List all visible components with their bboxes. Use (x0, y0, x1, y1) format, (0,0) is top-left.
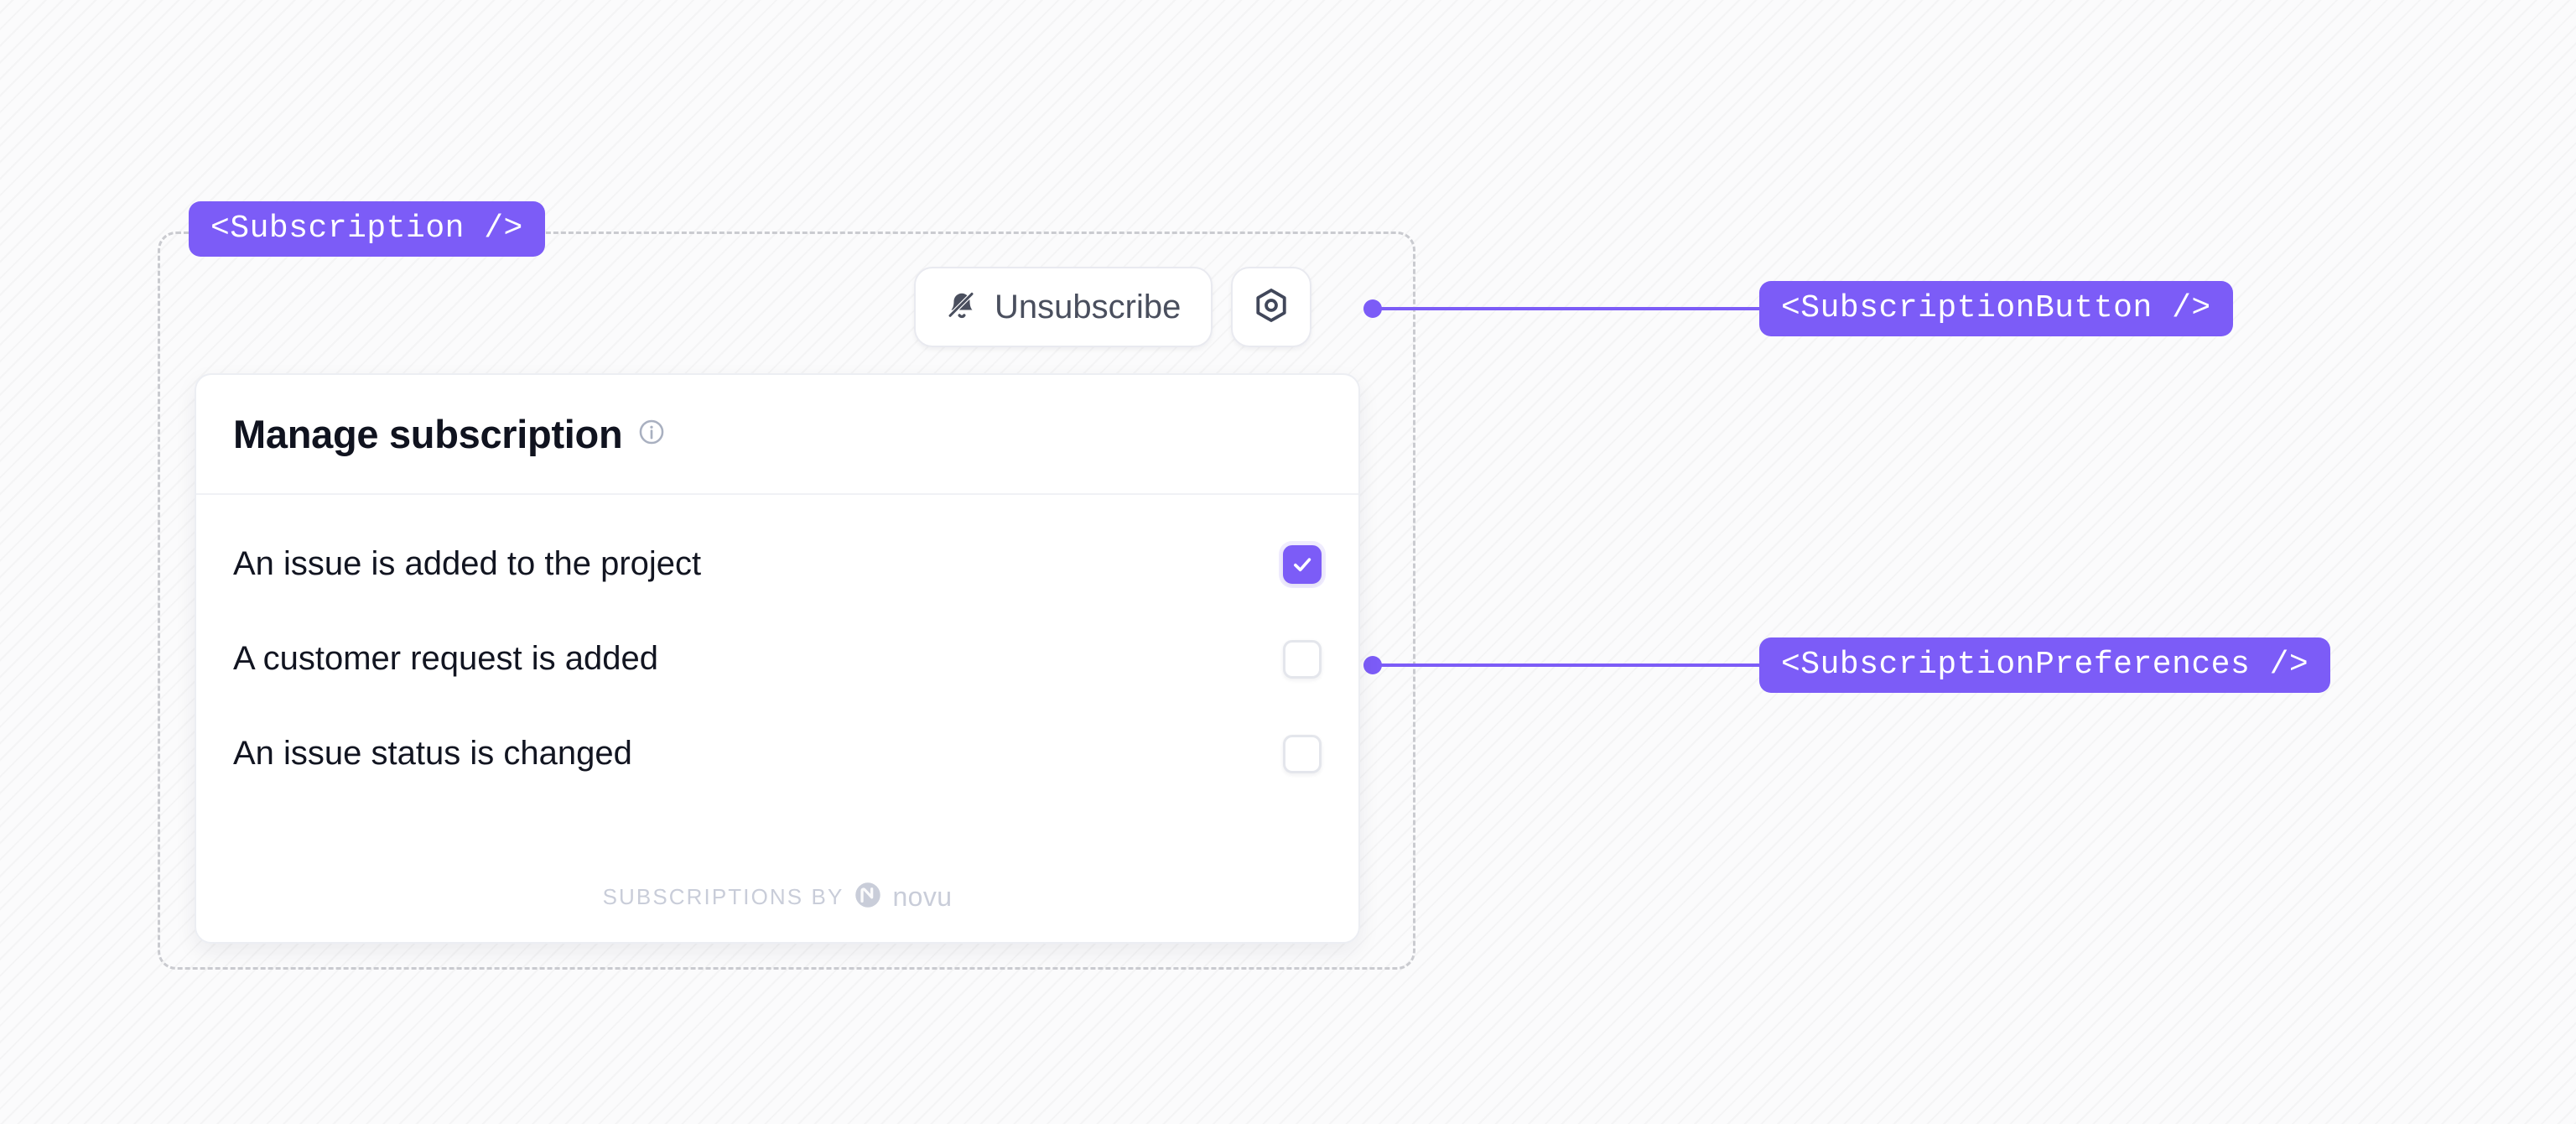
preference-label: A customer request is added (233, 640, 658, 677)
tag-subscription-preferences: <SubscriptionPreferences /> (1759, 637, 2331, 693)
connector-line-subscription-preferences (1373, 663, 1767, 667)
preference-checkbox[interactable] (1283, 734, 1322, 773)
preference-label: An issue status is changed (233, 735, 632, 772)
preference-row[interactable]: An issue is added to the project (233, 517, 1322, 611)
preference-checkbox[interactable] (1283, 544, 1322, 584)
card-footer: SUBSCRIPTIONS BY novu (196, 881, 1358, 942)
subscription-action-row: Unsubscribe (914, 267, 1312, 347)
connector-line-subscription-button (1373, 307, 1767, 310)
subscription-settings-button[interactable] (1231, 267, 1312, 347)
bell-off-icon (946, 289, 978, 326)
card-header: Manage subscription (196, 375, 1358, 495)
preference-row[interactable]: An issue status is changed (233, 706, 1322, 801)
cog-icon (1252, 286, 1291, 329)
tag-subscription: <Subscription /> (189, 201, 545, 257)
unsubscribe-button[interactable]: Unsubscribe (914, 267, 1213, 347)
subscription-preferences-card: Manage subscription An issue is added to… (195, 373, 1360, 944)
unsubscribe-button-label: Unsubscribe (995, 288, 1182, 325)
subscription-component-boundary (158, 232, 1415, 970)
preference-label: An issue is added to the project (233, 545, 702, 582)
footer-text: SUBSCRIPTIONS BY (602, 884, 844, 909)
preference-list: An issue is added to the project A custo… (196, 495, 1358, 881)
info-icon[interactable] (637, 418, 666, 450)
novu-logo-icon (854, 881, 882, 913)
preference-row[interactable]: A customer request is added (233, 611, 1322, 706)
tag-subscription-button: <SubscriptionButton /> (1759, 281, 2233, 336)
footer-brand: novu (892, 882, 953, 912)
card-title: Manage subscription (233, 412, 623, 456)
preference-checkbox[interactable] (1283, 639, 1322, 679)
